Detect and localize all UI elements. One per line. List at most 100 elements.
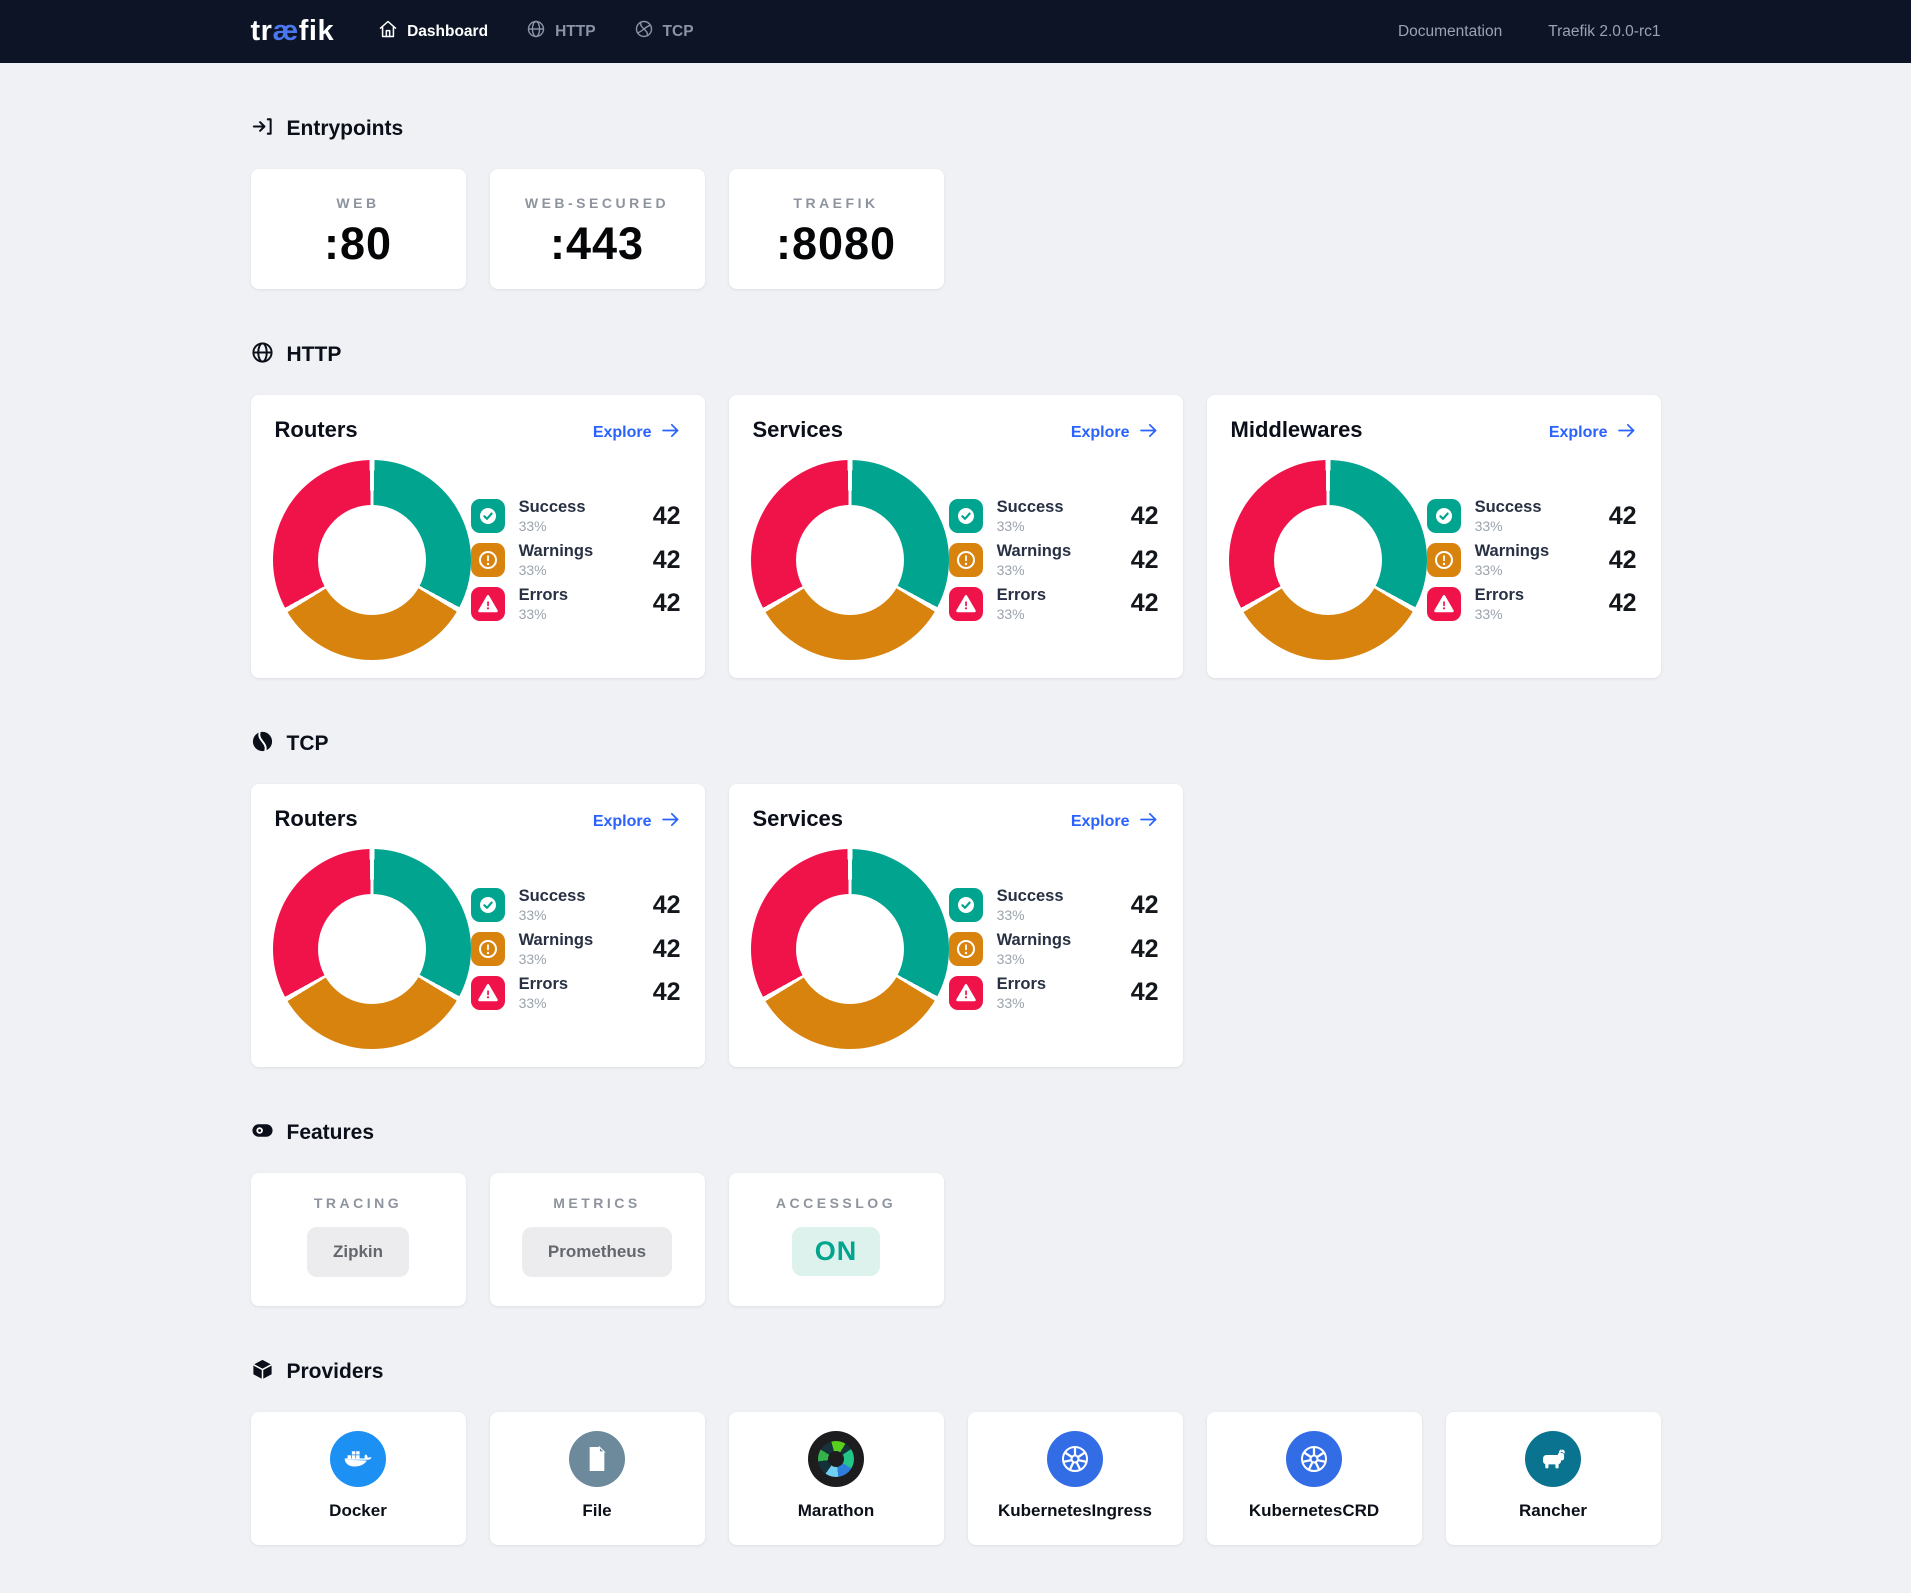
- entrypoint-port: :80: [323, 218, 393, 269]
- exclamation-circle-icon: [470, 543, 505, 577]
- kubernetes-icon: [1286, 1431, 1342, 1487]
- exclamation-circle-icon: [948, 543, 983, 577]
- explore-link[interactable]: Explore: [1549, 420, 1637, 446]
- check-circle-icon: [948, 499, 983, 534]
- donut-chart: [272, 849, 471, 1049]
- legend-label: Errors: [996, 585, 1047, 604]
- nav-item-dashboard[interactable]: Dashboard: [378, 19, 488, 44]
- provider-name: File: [582, 1501, 612, 1520]
- legend-percent: 33%: [996, 518, 1025, 535]
- http-middlewares-card: Middlewares Explore Success 33% 42: [1206, 395, 1661, 678]
- legend-row-errors: Errors 33% 42: [948, 585, 1159, 622]
- tcp-grid: Routers Explore Success 33% 42 Warn: [250, 784, 1661, 1067]
- legend-value: 42: [652, 978, 681, 1007]
- legend-label: Errors: [1474, 585, 1525, 604]
- legend-value: 42: [1608, 589, 1637, 618]
- legend-label: Errors: [996, 974, 1047, 993]
- legend-value: 42: [1130, 890, 1159, 919]
- warning-triangle-icon: [470, 586, 505, 621]
- providers-grid: Docker File Marathon KubernetesIngress K: [250, 1412, 1661, 1545]
- marathon-icon: [808, 1431, 864, 1487]
- provider-name: Docker: [329, 1501, 387, 1520]
- docker-icon: [330, 1431, 386, 1487]
- legend-label: Warnings: [996, 931, 1072, 950]
- tcp-disc-icon: [634, 19, 654, 44]
- legend-row-success: Success 33% 42: [470, 498, 681, 534]
- entrypoints-section-header: Entrypoints: [251, 115, 1661, 143]
- legend-row-errors: Errors 33% 42: [948, 974, 1159, 1011]
- legend-row-success: Success 33% 42: [1426, 498, 1637, 534]
- provider-name: Rancher: [1518, 1501, 1588, 1520]
- features-section-header: Features: [251, 1119, 1661, 1147]
- legend-percent: 33%: [518, 950, 547, 967]
- features-grid: TRACING Zipkin METRICS Prometheus ACCESS…: [250, 1173, 1661, 1306]
- legend-label: Warnings: [518, 931, 594, 950]
- toggle-icon: [251, 1119, 274, 1147]
- chart-legend: Success 33% 42 Warnings 33% 42 Errors 33% 4…: [1426, 490, 1637, 630]
- section-title: HTTP: [286, 343, 342, 366]
- legend-value: 42: [1130, 589, 1159, 618]
- donut-chart: [750, 849, 949, 1049]
- explore-label: Explore: [1070, 813, 1130, 830]
- chart-legend: Success 33% 42 Warnings 33% 42 Errors 33% 4…: [948, 879, 1159, 1019]
- legend-label: Success: [518, 887, 586, 906]
- entrypoint-port: :8080: [775, 218, 897, 269]
- legend-percent: 33%: [1474, 605, 1503, 622]
- tcp-services-card: Services Explore Success 33% 42 War: [728, 784, 1183, 1067]
- legend-percent: 33%: [996, 605, 1025, 622]
- nav-item-tcp[interactable]: TCP: [634, 19, 694, 44]
- explore-link[interactable]: Explore: [1071, 809, 1159, 835]
- card-title: Routers: [274, 806, 358, 831]
- chart-legend: Success 33% 42 Warnings 33% 42 Errors 33% 4…: [470, 879, 681, 1019]
- legend-value: 42: [652, 589, 681, 618]
- legend-percent: 33%: [518, 605, 547, 622]
- legend-value: 42: [652, 890, 681, 919]
- nav-item-http[interactable]: HTTP: [526, 19, 596, 44]
- login-arrow-icon: [251, 115, 274, 143]
- card-title: Middlewares: [1230, 417, 1363, 442]
- legend-row-warnings: Warnings 33% 42: [470, 542, 681, 578]
- explore-link[interactable]: Explore: [593, 420, 681, 446]
- chart-legend: Success 33% 42 Warnings 33% 42 Errors 33% 4…: [948, 490, 1159, 630]
- provider-card-kubernetes-crd: KubernetesCRD: [1206, 1412, 1422, 1545]
- explore-link[interactable]: Explore: [593, 809, 681, 835]
- provider-card-rancher: Rancher: [1445, 1412, 1661, 1545]
- legend-row-success: Success 33% 42: [948, 498, 1159, 535]
- card-title: Services: [752, 806, 844, 831]
- legend-label: Success: [1474, 498, 1542, 517]
- feature-on-badge: ON: [791, 1227, 881, 1276]
- package-icon: [251, 1358, 274, 1386]
- section-title: TCP: [286, 732, 329, 755]
- logo-ae: æ: [272, 15, 299, 47]
- feature-name: METRICS: [553, 1195, 641, 1211]
- provider-name: Marathon: [797, 1501, 875, 1520]
- legend-row-errors: Errors 33% 42: [470, 586, 681, 622]
- section-title: Entrypoints: [286, 117, 404, 140]
- entrypoint-card-web-secured: WEB-SECURED :443: [489, 169, 705, 289]
- warning-triangle-icon: [1426, 586, 1461, 621]
- entrypoint-name: WEB-SECURED: [524, 195, 670, 211]
- feature-card-accesslog: ACCESSLOG ON: [728, 1173, 944, 1306]
- arrow-right-icon: [1138, 809, 1159, 835]
- entrypoint-card-web: WEB :80: [250, 169, 466, 289]
- legend-label: Success: [518, 498, 586, 517]
- tcp-routers-card: Routers Explore Success 33% 42 Warn: [250, 784, 705, 1067]
- legend-value: 42: [652, 934, 681, 963]
- legend-label: Warnings: [996, 542, 1072, 561]
- traefik-logo[interactable]: træfik: [251, 15, 335, 48]
- exclamation-circle-icon: [1426, 543, 1461, 577]
- chart-legend: Success 33% 42 Warnings 33% 42 Errors 33% 4…: [470, 490, 681, 630]
- file-icon: [569, 1431, 625, 1487]
- provider-card-kubernetes-ingress: KubernetesIngress: [967, 1412, 1183, 1545]
- legend-percent: 33%: [996, 950, 1025, 967]
- check-circle-icon: [1426, 499, 1461, 534]
- section-title: Features: [286, 1121, 375, 1144]
- legend-row-warnings: Warnings 33% 42: [948, 931, 1159, 967]
- provider-card-marathon: Marathon: [728, 1412, 944, 1545]
- legend-label: Success: [996, 887, 1064, 906]
- legend-row-success: Success 33% 42: [470, 887, 681, 923]
- documentation-link[interactable]: Documentation: [1397, 22, 1503, 40]
- explore-link[interactable]: Explore: [1071, 420, 1159, 446]
- card-title: Routers: [274, 417, 358, 442]
- globe-icon: [251, 341, 274, 369]
